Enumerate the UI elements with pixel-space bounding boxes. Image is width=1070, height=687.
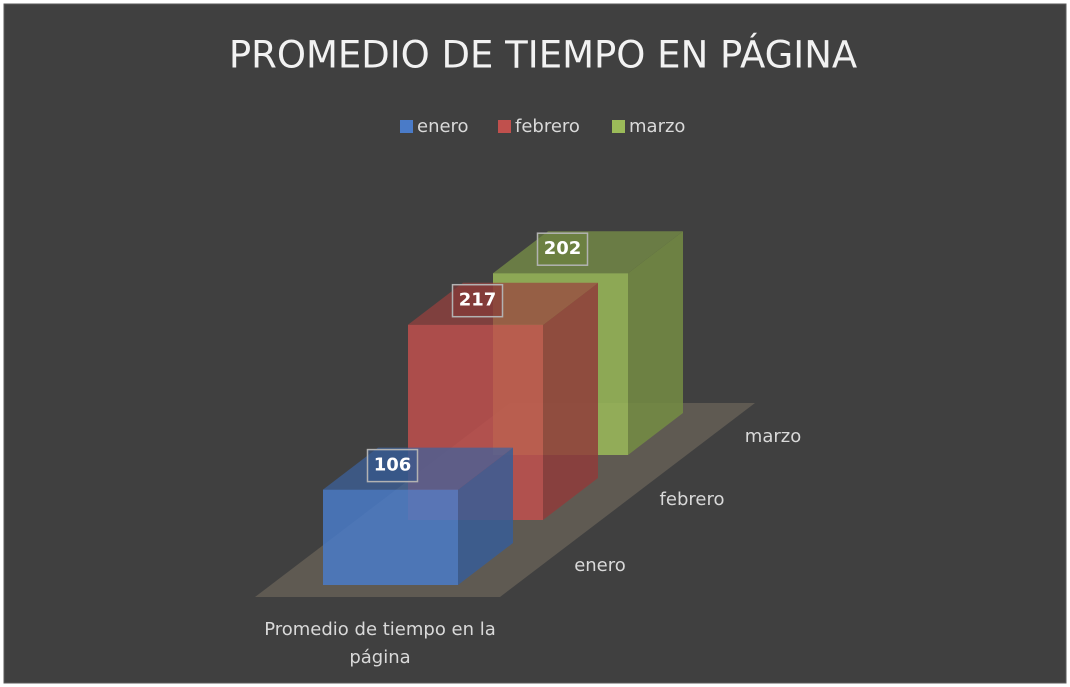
bar-side	[628, 231, 683, 455]
depth-tick-label: enero	[574, 555, 626, 576]
legend-label: enero	[417, 116, 469, 137]
depth-tick-label: marzo	[745, 426, 801, 447]
legend-swatch	[498, 120, 511, 133]
bar-front	[323, 489, 458, 585]
data-label: 202	[544, 238, 582, 259]
data-label-box	[451, 283, 504, 318]
data-label: 106	[374, 455, 412, 476]
data-label: 217	[459, 290, 497, 311]
legend-swatch	[612, 120, 625, 133]
data-label-box	[536, 232, 589, 266]
data-label-box	[366, 448, 419, 483]
x-tick-label: Promedio de tiempo en la página	[264, 619, 496, 668]
legend-label: marzo	[629, 116, 685, 137]
legend-swatch	[400, 120, 413, 133]
depth-tick-label: febrero	[660, 489, 725, 510]
bar-side	[543, 282, 598, 520]
legend-label: febrero	[515, 116, 580, 137]
chart-title: PROMEDIO DE TIEMPO EN PÁGINA	[229, 33, 857, 77]
bar-side	[458, 447, 513, 585]
